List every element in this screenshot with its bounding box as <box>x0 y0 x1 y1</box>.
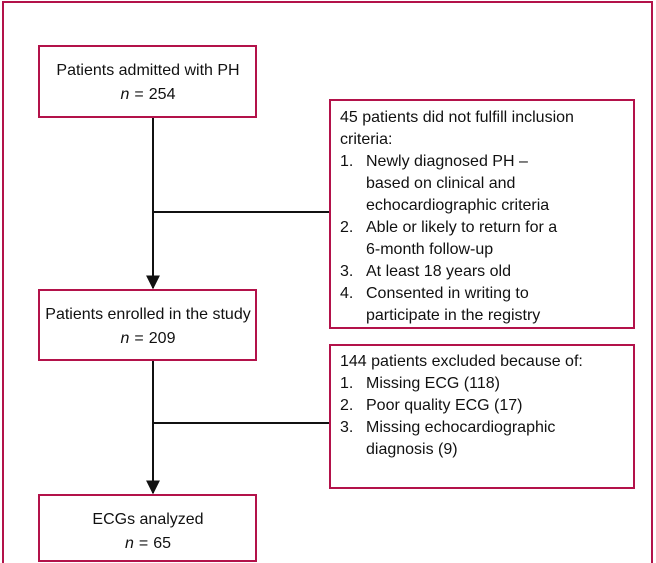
item-text: based on clinical and <box>366 175 515 192</box>
item-text: Newly diagnosed PH – <box>366 153 528 170</box>
node-box <box>38 45 257 118</box>
item-number: 2. <box>340 397 353 414</box>
item-text: At least 18 years old <box>366 263 511 280</box>
node-count: n = 65 <box>125 535 171 552</box>
count-relation: = <box>139 535 148 552</box>
count-variable: n <box>121 86 130 103</box>
item-text: participate in the registry <box>366 307 540 324</box>
node-label: Patients admitted with PH <box>56 62 239 79</box>
exclusion-heading: 144 patients excluded because of: <box>340 353 583 370</box>
count-value: 254 <box>149 86 176 103</box>
count-value: 209 <box>149 330 176 347</box>
item-text: 6-month follow-up <box>366 241 493 258</box>
item-text: echocardiographic criteria <box>366 197 549 214</box>
item-text: diagnosis (9) <box>366 441 458 458</box>
item-text: Missing ECG (118) <box>366 375 500 392</box>
node-label: Patients enrolled in the study <box>45 306 250 323</box>
node-count: n = 209 <box>121 330 176 347</box>
exclusion-heading: criteria: <box>340 131 392 148</box>
item-text: Missing echocardiographic <box>366 419 555 436</box>
item-number: 1. <box>340 375 353 392</box>
item-text: Poor quality ECG (17) <box>366 397 523 414</box>
count-relation: = <box>134 86 143 103</box>
node-label: ECGs analyzed <box>92 511 203 528</box>
node-box <box>38 289 257 361</box>
exclusion-box <box>329 99 635 329</box>
node-count: n = 254 <box>121 86 176 103</box>
exclusion-heading: 45 patients did not fulfill inclusion <box>340 109 574 126</box>
count-variable: n <box>121 330 130 347</box>
item-text: Consented in writing to <box>366 285 529 302</box>
item-number: 4. <box>340 285 353 302</box>
item-number: 1. <box>340 153 353 170</box>
node-box <box>38 494 257 562</box>
exclusion-box <box>329 344 635 489</box>
item-number: 3. <box>340 419 353 436</box>
count-variable: n <box>125 535 134 552</box>
item-text: Able or likely to return for a <box>366 219 557 236</box>
count-value: 65 <box>153 535 171 552</box>
count-relation: = <box>134 330 143 347</box>
item-number: 2. <box>340 219 353 236</box>
item-number: 3. <box>340 263 353 280</box>
